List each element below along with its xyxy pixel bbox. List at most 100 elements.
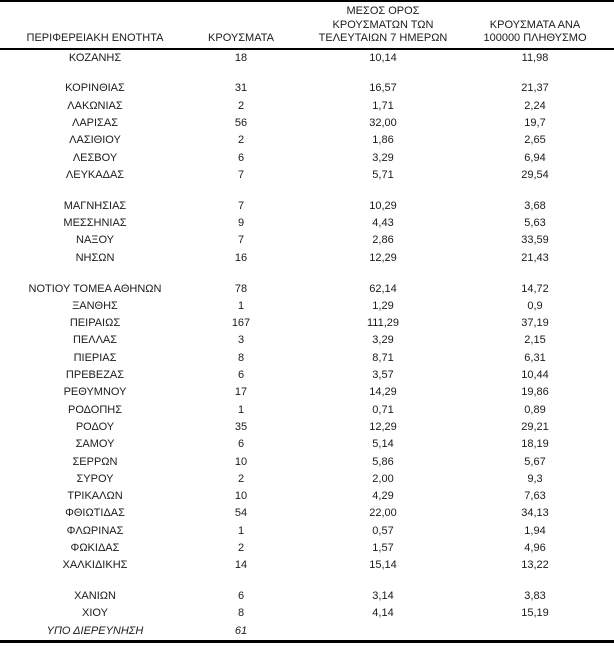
- table-row: ΦΘΙΩΤΙΔΑΣ 54 22,00 34,13: [0, 505, 614, 522]
- cell-cases: 10: [234, 490, 248, 503]
- table-row: ΠΕΙΡΑΙΩΣ 167 111,29 37,19: [0, 315, 614, 332]
- cell-avg7: 4,43: [372, 217, 394, 230]
- cell-region: ΡΕΘΥΜΝΟΥ: [63, 386, 127, 399]
- cell-per100k: [474, 623, 614, 642]
- table-row: ΝΑΞΟΥ 7 2,86 33,59: [0, 232, 614, 249]
- cell-per100k: 2,24: [524, 99, 546, 112]
- table-row: ΛΕΥΚΑΔΑΣ 7 5,71 29,54: [0, 167, 614, 184]
- cell-region: ΚΟΖΑΝΗΣ: [68, 51, 122, 64]
- cell-region: ΤΡΙΚΑΛΩΝ: [67, 490, 123, 503]
- table-row: ΞΑΝΘΗΣ 1 1,29 0,9: [0, 298, 614, 315]
- cell-region: ΜΑΓΝΗΣΙΑΣ: [63, 199, 127, 212]
- table-row: ΧΙΟΥ 8 4,14 15,19: [0, 605, 614, 622]
- cell-cases: 1: [237, 403, 245, 416]
- cell-avg7: 111,29: [366, 317, 399, 330]
- cell-region: ΠΡΕΒΕΖΑΣ: [65, 369, 125, 382]
- cell-avg7: 0,71: [372, 403, 394, 416]
- cell-per100k: 9,3: [527, 472, 543, 485]
- cell-cases: 14: [234, 559, 248, 572]
- cell-region: ΧΑΝΙΩΝ: [74, 590, 116, 603]
- cell-region: ΝΑΞΟΥ: [76, 234, 114, 247]
- cell-per100k: 0,89: [524, 403, 546, 416]
- cell-per100k: 11,98: [521, 51, 549, 64]
- cell-region: ΜΕΣΣΗΝΙΑΣ: [63, 217, 127, 230]
- cell-avg7: 3,29: [372, 151, 394, 164]
- cell-region: ΡΟΔΟΠΗΣ: [67, 403, 123, 416]
- spacer-cell: [0, 67, 614, 81]
- table-row: ΝΗΣΩΝ 16 12,29 21,43: [0, 250, 614, 267]
- cell-region: ΛΕΥΚΑΔΑΣ: [65, 168, 125, 181]
- cell-per100k: 21,37: [521, 82, 549, 95]
- cell-per100k: 19,7: [524, 116, 546, 129]
- cell-cases: 61: [234, 624, 248, 637]
- table-row: ΦΩΚΙΔΑΣ 2 1,57 4,96: [0, 540, 614, 557]
- table-row: ΡΟΔΟΠΗΣ 1 0,71 0,89: [0, 402, 614, 419]
- cell-per100k: 0,9: [527, 299, 543, 312]
- cell-avg7: 1,71: [372, 99, 394, 112]
- cell-region: ΛΑΡΙΣΑΣ: [71, 116, 118, 129]
- table-row: ΠΡΕΒΕΖΑΣ 6 3,57 10,44: [0, 367, 614, 384]
- table-row: ΜΕΣΣΗΝΙΑΣ 9 4,43 5,63: [0, 215, 614, 232]
- cell-region: ΦΘΙΩΤΙΔΑΣ: [65, 507, 125, 520]
- cell-per100k: 13,22: [521, 559, 549, 572]
- cell-cases: 10: [234, 455, 248, 468]
- cell-avg7: 1,29: [372, 299, 394, 312]
- cell-avg7: 10,29: [369, 199, 397, 212]
- col-header-region: ΠΕΡΙΦΕΡΕΙΑΚΗ ΕΝΟΤΗΤΑ: [0, 1, 190, 50]
- cell-cases: 2: [237, 472, 245, 485]
- cell-avg7: 5,71: [372, 168, 394, 181]
- cell-region: ΦΛΩΡΙΝΑΣ: [66, 524, 124, 537]
- cell-cases: 6: [237, 151, 245, 164]
- table-row: ΛΑΚΩΝΙΑΣ 2 1,71 2,24: [0, 98, 614, 115]
- spacer-row: [0, 575, 614, 589]
- cell-per100k: 19,86: [521, 386, 549, 399]
- cell-cases: 17: [234, 386, 248, 399]
- cell-avg7: 0,57: [372, 524, 394, 537]
- table-row: ΛΑΣΙΘΙΟΥ 2 1,86 2,65: [0, 132, 614, 149]
- cell-region: ΝΗΣΩΝ: [75, 251, 115, 264]
- cell-avg7: 12,29: [369, 420, 397, 433]
- table-row: ΝΟΤΙΟΥ ΤΟΜΕΑ ΑΘΗΝΩΝ 78 62,14 14,72: [0, 281, 614, 298]
- cell-cases: 56: [234, 116, 248, 129]
- cell-avg7: 1,57: [372, 542, 394, 554]
- cell-avg7: [292, 623, 474, 642]
- cell-region: ΧΑΛΚΙΔΙΚΗΣ: [62, 559, 128, 572]
- cell-cases: 1: [237, 299, 245, 312]
- cell-region: ΛΑΚΩΝΙΑΣ: [67, 99, 123, 112]
- cell-cases: 16: [234, 251, 248, 264]
- cell-per100k: 14,72: [521, 282, 549, 295]
- cell-avg7: 2,00: [372, 472, 394, 485]
- table-row: ΣΥΡΟΥ 2 2,00 9,3: [0, 471, 614, 488]
- col-header-avg7days: ΜΕΣΟΣ ΟΡΟΣ ΚΡΟΥΣΜΑΤΩΝ ΤΩΝ ΤΕΛΕΥΤΑΙΩΝ 7 Η…: [292, 1, 474, 50]
- cell-avg7: 2,86: [372, 234, 394, 247]
- cell-region: ΣΥΡΟΥ: [76, 472, 114, 485]
- cell-avg7: 5,14: [372, 438, 394, 451]
- table-row: ΜΑΓΝΗΣΙΑΣ 7 10,29 3,68: [0, 198, 614, 215]
- cell-region: ΛΕΣΒΟΥ: [72, 151, 118, 164]
- cell-avg7: 16,57: [369, 82, 397, 95]
- cell-cases: 7: [237, 234, 245, 247]
- cell-cases: 8: [237, 351, 245, 364]
- cell-avg7: 14,29: [369, 386, 397, 399]
- table-row: ΚΟΡΙΝΘΙΑΣ 31 16,57 21,37: [0, 80, 614, 97]
- cell-per100k: 15,19: [521, 607, 549, 620]
- cell-avg7: 3,57: [372, 369, 394, 382]
- cell-region: ΦΩΚΙΔΑΣ: [70, 542, 120, 554]
- cell-avg7: 1,86: [372, 134, 394, 147]
- table-row: ΣΑΜΟΥ 6 5,14 18,19: [0, 436, 614, 453]
- cell-cases: 35: [234, 420, 248, 433]
- table-row: ΚΟΖΑΝΗΣ 18 10,14 11,98: [0, 49, 614, 67]
- cell-per100k: 10,44: [521, 369, 549, 382]
- table-row: ΧΑΛΚΙΔΙΚΗΣ 14 15,14 13,22: [0, 557, 614, 574]
- cell-region: ΠΕΛΛΑΣ: [72, 334, 118, 347]
- cell-per100k: 4,96: [524, 542, 546, 554]
- cell-per100k: 29,21: [521, 420, 549, 433]
- cell-cases: 78: [234, 282, 248, 295]
- spacer-cell: [0, 575, 614, 589]
- table-row: ΣΕΡΡΩΝ 10 5,86 5,67: [0, 454, 614, 471]
- cell-region: ΚΟΡΙΝΘΙΑΣ: [65, 82, 125, 95]
- cell-per100k: 1,94: [524, 524, 546, 537]
- cell-per100k: 5,67: [524, 455, 546, 468]
